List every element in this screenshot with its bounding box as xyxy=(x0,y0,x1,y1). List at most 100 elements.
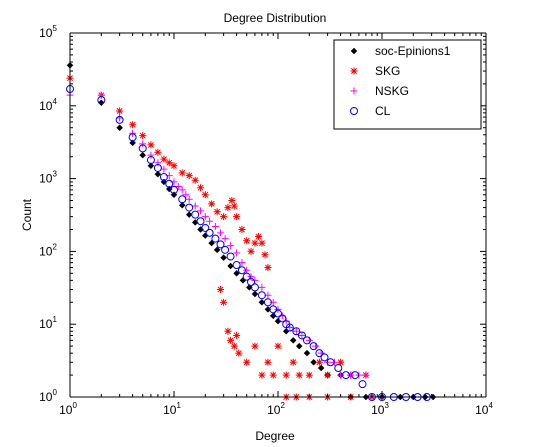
data-point xyxy=(153,163,162,172)
legend-item: soc-Epinions1 xyxy=(350,44,451,58)
data-point xyxy=(282,371,290,379)
data-point xyxy=(228,197,236,205)
data-point xyxy=(347,371,355,379)
data-point xyxy=(303,349,311,357)
data-point xyxy=(185,195,193,203)
data-point xyxy=(269,305,278,314)
data-point xyxy=(315,358,323,366)
data-point xyxy=(205,228,214,237)
data-point xyxy=(139,151,147,159)
data-point xyxy=(274,305,282,313)
data-point xyxy=(115,115,124,124)
data-point xyxy=(165,179,174,188)
data-point xyxy=(362,371,370,379)
data-point xyxy=(116,124,123,132)
data-point xyxy=(233,331,241,339)
y-tick-label: 103 xyxy=(39,170,57,186)
data-point xyxy=(258,283,266,291)
legend-box xyxy=(333,39,482,130)
data-point xyxy=(274,309,282,318)
data-point xyxy=(257,291,266,300)
x-axis-label: Degree xyxy=(255,429,295,443)
data-point xyxy=(206,217,214,225)
data-point xyxy=(97,99,105,107)
data-point xyxy=(97,96,106,105)
data-point xyxy=(116,114,124,122)
data-point xyxy=(191,210,200,219)
data-point xyxy=(139,140,147,148)
data-point xyxy=(305,371,313,379)
chart-title: Degree Distribution xyxy=(224,11,327,25)
data-point xyxy=(129,129,137,137)
data-point xyxy=(309,342,318,351)
data-point xyxy=(251,239,259,247)
data-point xyxy=(331,358,339,366)
data-point xyxy=(138,144,147,153)
legend-marker xyxy=(350,87,358,95)
data-point xyxy=(147,151,155,159)
legend: soc-Epinions1 SKG NSKG CL xyxy=(333,39,482,130)
data-point xyxy=(317,364,325,372)
data-point xyxy=(350,371,359,380)
data-point xyxy=(196,217,205,226)
data-point xyxy=(185,172,193,180)
data-point xyxy=(129,121,137,129)
data-point xyxy=(170,162,178,170)
data-point xyxy=(154,159,162,167)
data-point xyxy=(159,173,168,182)
data-point xyxy=(247,247,255,255)
data-point xyxy=(337,358,345,366)
legend-item: NSKG xyxy=(350,84,409,98)
data-point xyxy=(238,225,246,233)
data-point xyxy=(216,240,225,249)
data-point xyxy=(255,233,263,241)
legend-marker xyxy=(350,107,358,115)
data-point xyxy=(324,371,332,379)
data-point xyxy=(226,252,235,261)
data-point xyxy=(227,262,234,270)
data-point xyxy=(243,358,251,366)
data-point xyxy=(242,272,251,281)
data-point xyxy=(217,285,225,293)
data-point xyxy=(235,349,243,357)
x-tick-label: 103 xyxy=(371,401,389,417)
data-point xyxy=(264,264,272,272)
tick-layer: 100 101 102 103 104 100 101 102 103 104 105 xyxy=(39,24,493,417)
data-point xyxy=(232,261,241,270)
data-point xyxy=(185,211,193,218)
y-tick-label: 101 xyxy=(39,315,57,331)
data-point xyxy=(230,342,238,350)
data-point xyxy=(258,371,266,379)
data-point xyxy=(298,331,306,339)
data-point xyxy=(251,290,259,298)
data-point xyxy=(315,349,324,358)
data-point xyxy=(334,364,343,373)
data-point xyxy=(230,202,238,210)
data-point xyxy=(217,229,225,237)
data-point xyxy=(285,323,294,332)
data-point xyxy=(191,202,199,210)
data-point xyxy=(312,342,320,350)
data-point xyxy=(201,191,209,199)
legend-label: SKG xyxy=(375,64,400,78)
data-point xyxy=(139,132,147,140)
data-point xyxy=(302,336,311,345)
data-point xyxy=(116,107,124,115)
series-nskg xyxy=(66,91,386,401)
data-point xyxy=(221,235,229,243)
x-tick-label: 104 xyxy=(475,401,493,417)
data-point xyxy=(358,380,367,389)
data-point xyxy=(224,204,232,212)
data-point xyxy=(243,266,251,274)
data-point xyxy=(289,358,297,366)
data-point xyxy=(289,336,297,344)
data-point xyxy=(258,298,266,306)
data-point xyxy=(295,371,303,379)
data-point xyxy=(269,371,277,379)
data-point xyxy=(310,358,317,366)
x-tick-label: 102 xyxy=(267,401,285,417)
data-point xyxy=(147,162,155,170)
data-point xyxy=(263,298,272,307)
data-point xyxy=(147,141,155,149)
data-point xyxy=(274,342,282,350)
